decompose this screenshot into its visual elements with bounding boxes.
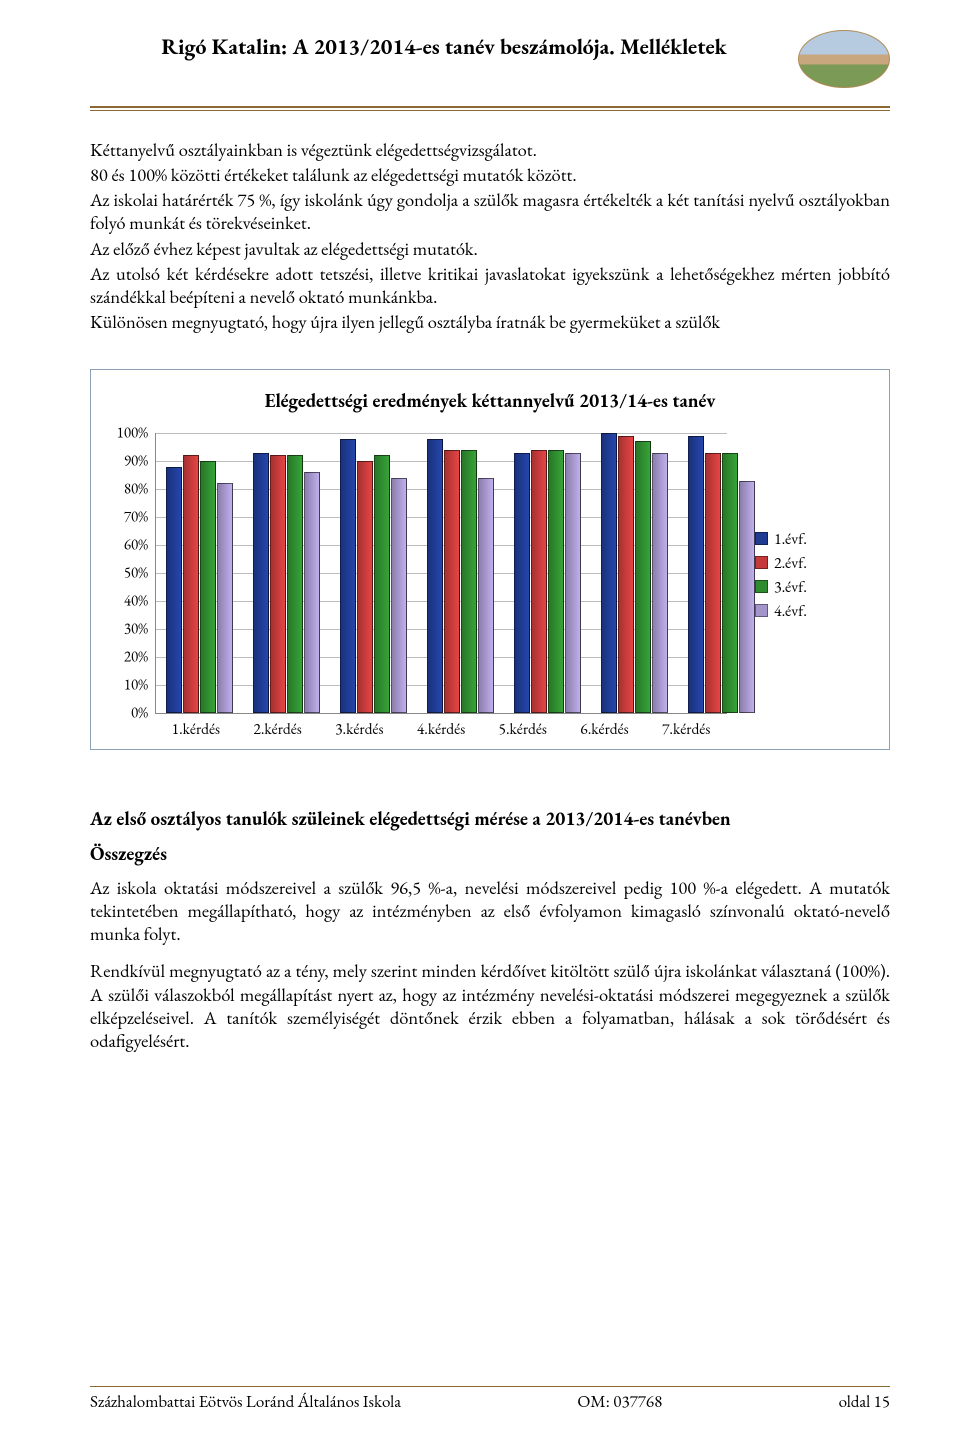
chart-xlabel: 6.kérdés — [564, 718, 646, 739]
chart-xlabel: 1.kérdés — [155, 718, 237, 739]
chart-bar-group — [504, 433, 591, 713]
chart-bar — [514, 453, 530, 713]
chart-bar — [478, 478, 494, 713]
legend-item: 1.évf. — [755, 528, 875, 549]
chart-bar — [270, 455, 286, 713]
chart-ylabel: 100% — [106, 424, 148, 443]
chart-bar — [391, 478, 407, 713]
legend-label: 2.évf. — [774, 552, 807, 573]
chart-xlabel: 2.kérdés — [237, 718, 319, 739]
chart-bar — [340, 439, 356, 713]
chart-ylabel: 10% — [106, 676, 148, 695]
chart-ylabel: 90% — [106, 452, 148, 471]
chart-ylabel: 60% — [106, 536, 148, 555]
chart-bar-group — [330, 433, 417, 713]
chart-ylabel: 30% — [106, 620, 148, 639]
chart-bar-group — [591, 433, 678, 713]
chart-bar — [357, 461, 373, 713]
chart-frame: Elégedettségi eredmények kéttannyelvű 20… — [90, 369, 890, 750]
chart-bar-group — [243, 433, 330, 713]
chart-ylabel: 70% — [106, 508, 148, 527]
chart-bar — [183, 455, 199, 713]
chart-bar — [652, 453, 668, 713]
chart-bar — [287, 455, 303, 713]
paragraph: 80 és 100% közötti értékeket találunk az… — [90, 163, 890, 186]
chart-bar-group — [678, 433, 765, 713]
chart-bar — [253, 453, 269, 713]
chart-bar — [217, 483, 233, 713]
paragraph: Az iskolai határérték 75 %, így iskolánk… — [90, 188, 890, 234]
chart-xlabel: 7.kérdés — [645, 718, 727, 739]
paragraph: Kéttanyelvű osztályainkban is végeztünk … — [90, 138, 890, 161]
page-title: Rigó Katalin: A 2013/2014-es tanév beszá… — [90, 32, 798, 61]
chart-ylabel: 50% — [106, 564, 148, 583]
chart-ylabel: 80% — [106, 480, 148, 499]
chart-bar — [722, 453, 738, 713]
footer-left: Százhalombattai Eötvös Loránd Általános … — [90, 1391, 401, 1413]
legend-item: 4.évf. — [755, 600, 875, 621]
paragraph: Rendkívül megnyugtató az a tény, mely sz… — [90, 959, 890, 1052]
footer-rule — [90, 1386, 890, 1387]
section-subheading: Összegzés — [90, 841, 890, 866]
chart-bar — [601, 433, 617, 713]
paragraph: Az utolsó két kérdésekre adott tetszési,… — [90, 262, 890, 308]
footer-center: OM: 037768 — [577, 1391, 662, 1413]
chart-bar — [739, 481, 755, 713]
chart-bar — [461, 450, 477, 713]
chart-bar — [705, 453, 721, 713]
paragraph: Az előző évhez képest javultak az eléged… — [90, 237, 890, 260]
chart-bar — [531, 450, 547, 713]
chart-bar — [444, 450, 460, 713]
chart-bar — [565, 453, 581, 713]
chart-xlabel: 3.kérdés — [318, 718, 400, 739]
chart-ylabel: 20% — [106, 648, 148, 667]
legend-label: 3.évf. — [774, 576, 807, 597]
chart-bar — [374, 455, 390, 713]
legend-label: 4.évf. — [774, 600, 807, 621]
footer-right: oldal 15 — [839, 1391, 890, 1413]
paragraph: Különösen megnyugtató, hogy újra ilyen j… — [90, 310, 890, 333]
chart-bar — [200, 461, 216, 713]
chart-bar — [635, 441, 651, 713]
chart-title: Elégedettségi eredmények kéttannyelvű 20… — [105, 388, 875, 413]
chart-ylabel: 40% — [106, 592, 148, 611]
chart-xlabel: 4.kérdés — [400, 718, 482, 739]
chart-bar — [304, 472, 320, 713]
chart-plot: 0%10%20%30%40%50%60%70%80%90%100% — [155, 433, 727, 714]
chart-ylabel: 0% — [106, 704, 148, 723]
legend-label: 1.évf. — [774, 528, 807, 549]
header-photo — [798, 30, 890, 88]
chart-xlabel: 5.kérdés — [482, 718, 564, 739]
section-heading: Az első osztályos tanulók szüleinek elég… — [90, 806, 890, 831]
paragraph: Az iskola oktatási módszereivel a szülők… — [90, 876, 890, 945]
chart-bar — [688, 436, 704, 713]
chart-bar — [548, 450, 564, 713]
legend-item: 3.évf. — [755, 576, 875, 597]
chart-bar — [166, 467, 182, 713]
chart-bar — [427, 439, 443, 713]
legend-item: 2.évf. — [755, 552, 875, 573]
chart-bar-group — [417, 433, 504, 713]
chart-bar-group — [156, 433, 243, 713]
chart-bar — [618, 436, 634, 713]
header-rule — [90, 106, 890, 110]
chart-xlabels: 1.kérdés2.kérdés3.kérdés4.kérdés5.kérdés… — [155, 718, 727, 739]
